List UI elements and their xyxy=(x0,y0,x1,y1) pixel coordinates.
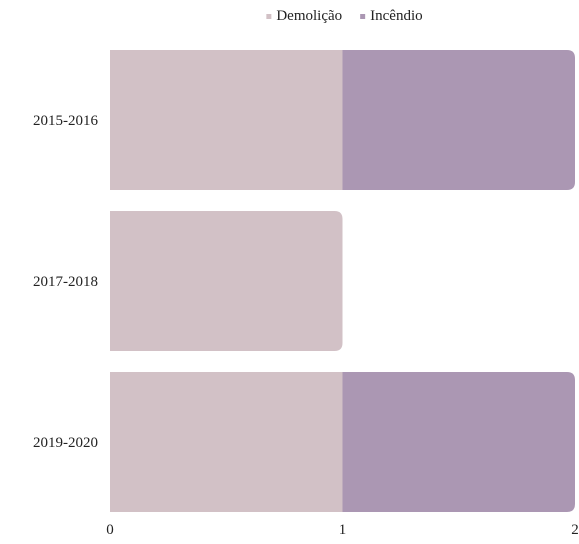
legend-item-incendio: Incêndio xyxy=(360,8,423,24)
legend: Demolição Incêndio xyxy=(266,8,423,24)
bar-2019-2020-incendio xyxy=(342,372,575,512)
bar-2017-2018-demolicao xyxy=(110,211,343,351)
bar-2015-2016-demolicao xyxy=(110,50,343,190)
x-tick-label-2: 2 xyxy=(571,522,579,538)
bar-2019-2020-demolicao xyxy=(110,372,343,512)
x-tick-label-0: 0 xyxy=(106,522,114,538)
category-labels: 2015-2016 2017-2018 2019-2020 xyxy=(33,113,98,451)
legend-label-demolicao: Demolição xyxy=(276,8,342,24)
legend-label-incendio: Incêndio xyxy=(370,8,422,24)
category-label-2019-2020: 2019-2020 xyxy=(33,435,98,451)
x-axis-ticks: 0 1 2 xyxy=(106,522,579,538)
bar-2015-2016-incendio xyxy=(342,50,575,190)
legend-marker-demolicao xyxy=(266,14,272,19)
category-label-2015-2016: 2015-2016 xyxy=(33,113,98,129)
legend-marker-incendio xyxy=(360,14,366,19)
x-tick-label-1: 1 xyxy=(339,522,347,538)
category-label-2017-2018: 2017-2018 xyxy=(33,274,98,290)
bars xyxy=(110,50,575,512)
legend-item-demolicao: Demolição xyxy=(266,8,342,24)
